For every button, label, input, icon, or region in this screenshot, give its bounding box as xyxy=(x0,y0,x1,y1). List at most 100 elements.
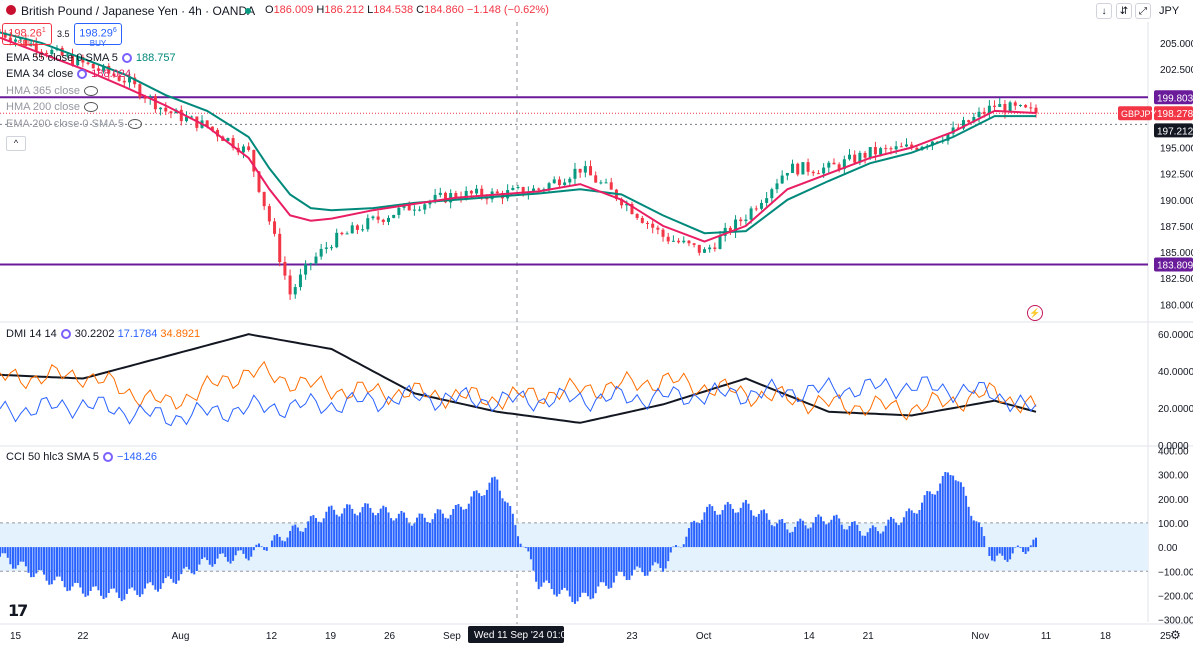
gear-icon[interactable] xyxy=(102,452,113,463)
cci-bar xyxy=(662,547,665,572)
candle-body xyxy=(330,247,334,249)
legend-ema34[interactable]: EMA 34 close 188.024 xyxy=(6,66,131,82)
symbol-title[interactable]: British Pound / Japanese Yen · 4h · OAND… xyxy=(21,4,256,18)
cci-bar xyxy=(234,547,237,556)
cci-bar xyxy=(594,547,597,594)
cci-bar xyxy=(203,547,206,558)
cci-bar xyxy=(172,547,175,583)
cci-tick-label: 200.00 xyxy=(1158,495,1189,506)
sell-price: 198.261 xyxy=(8,27,46,40)
cci-bar xyxy=(729,504,732,548)
collapse-icon[interactable]: ⇵ xyxy=(1116,3,1132,19)
settings-icon[interactable]: ⚙ xyxy=(1170,628,1181,642)
gear-icon[interactable] xyxy=(60,329,71,340)
cci-bar xyxy=(915,513,918,548)
cci-bar xyxy=(480,495,483,548)
cci-bar xyxy=(620,547,623,572)
cci-bar xyxy=(879,533,882,548)
price-tick-label: 205.000 xyxy=(1160,39,1193,50)
candle-body xyxy=(677,240,681,243)
arrow-down-icon[interactable]: ↓ xyxy=(1096,3,1112,19)
low-label: L xyxy=(367,4,374,16)
cci-bar xyxy=(79,547,82,588)
support-price-tag-bg xyxy=(1154,257,1193,272)
candle-body xyxy=(231,138,235,148)
time-tick-label: 26 xyxy=(384,631,396,642)
cci-bar xyxy=(379,508,382,548)
cci-bar xyxy=(263,547,266,551)
candle-body xyxy=(905,144,908,147)
candle-body xyxy=(594,175,598,183)
eye-icon[interactable] xyxy=(83,86,98,97)
cci-tick-label: −300.00 xyxy=(1158,616,1193,627)
candle-body xyxy=(982,111,986,115)
legend-hma200[interactable]: HMA 200 close xyxy=(6,99,98,115)
cci-bar xyxy=(571,547,574,603)
candle-body xyxy=(770,189,774,199)
cci-bar xyxy=(742,502,745,548)
time-tick-label: Oct xyxy=(696,631,712,642)
legend-ema200[interactable]: EMA 200 close 0 SMA 5 xyxy=(6,116,143,132)
cci-bar xyxy=(667,547,670,562)
cci-bar xyxy=(185,547,188,567)
candle-body xyxy=(697,244,701,253)
resistance-price-tag: 199.803 xyxy=(1157,93,1193,104)
cci-bar xyxy=(43,547,46,575)
eye-icon[interactable] xyxy=(83,102,98,113)
cci-bar xyxy=(897,525,900,548)
candle-body xyxy=(65,54,69,56)
legend-cci[interactable]: CCI 50 hlc3 SMA 5 −148.26 xyxy=(6,449,157,465)
cci-bar xyxy=(97,547,100,591)
cci-bar xyxy=(693,520,696,548)
cci-bar xyxy=(434,513,437,548)
cci-bar xyxy=(71,547,74,587)
cci-bar xyxy=(980,527,983,548)
cci-bar xyxy=(330,505,333,548)
cci-bar xyxy=(517,536,519,548)
candle-body xyxy=(257,171,261,192)
eye-icon[interactable] xyxy=(128,119,143,130)
cci-bar xyxy=(242,547,245,554)
cci-bar xyxy=(752,515,755,548)
cci-bar xyxy=(799,518,802,548)
cci-bar xyxy=(568,547,571,597)
tradingview-logo[interactable]: 17 xyxy=(8,601,28,620)
cci-bar xyxy=(612,547,615,583)
candle-body xyxy=(998,103,1002,107)
candle-body xyxy=(625,203,629,206)
cci-bar xyxy=(364,503,367,548)
cci-bar xyxy=(403,512,406,548)
candle-body xyxy=(340,232,344,235)
candle-body xyxy=(842,159,846,170)
cci-bar xyxy=(439,509,442,548)
cci-bar xyxy=(92,547,95,587)
collapse-legend-button[interactable]: ^ xyxy=(6,136,26,151)
cci-bar xyxy=(700,519,703,548)
candle-body xyxy=(578,168,582,173)
cci-bar xyxy=(988,547,991,557)
cci-bar xyxy=(335,514,338,548)
dotted-price-tag: 197.212 xyxy=(1157,126,1193,137)
gear-icon[interactable] xyxy=(121,53,132,64)
cci-bar xyxy=(6,547,9,558)
cci-bar xyxy=(387,512,390,548)
buy-button[interactable]: 198.296 BUY xyxy=(74,23,122,48)
cci-bar xyxy=(426,521,429,548)
expand-icon[interactable]: ⤢ xyxy=(1135,3,1151,19)
gear-icon[interactable] xyxy=(77,69,88,80)
cci-bar xyxy=(542,547,545,583)
candle-body xyxy=(547,183,551,190)
sell-button[interactable]: 198.261 SELL xyxy=(2,23,52,48)
cci-bar xyxy=(895,522,898,548)
cci-bar xyxy=(555,547,558,597)
legend-hma365[interactable]: HMA 365 close xyxy=(6,83,98,99)
candle-body xyxy=(293,287,297,295)
legend-dmi[interactable]: DMI 14 14 30.2202 17.1784 34.8921 xyxy=(6,326,200,342)
candle-body xyxy=(371,216,375,219)
cci-bar xyxy=(659,547,662,569)
legend-ema55[interactable]: EMA 55 close 0 SMA 5 188.757 xyxy=(6,50,176,66)
candle-body xyxy=(169,111,173,114)
currency-label[interactable]: JPY xyxy=(1159,5,1180,17)
lightning-icon[interactable]: ⚡ xyxy=(1027,305,1043,321)
